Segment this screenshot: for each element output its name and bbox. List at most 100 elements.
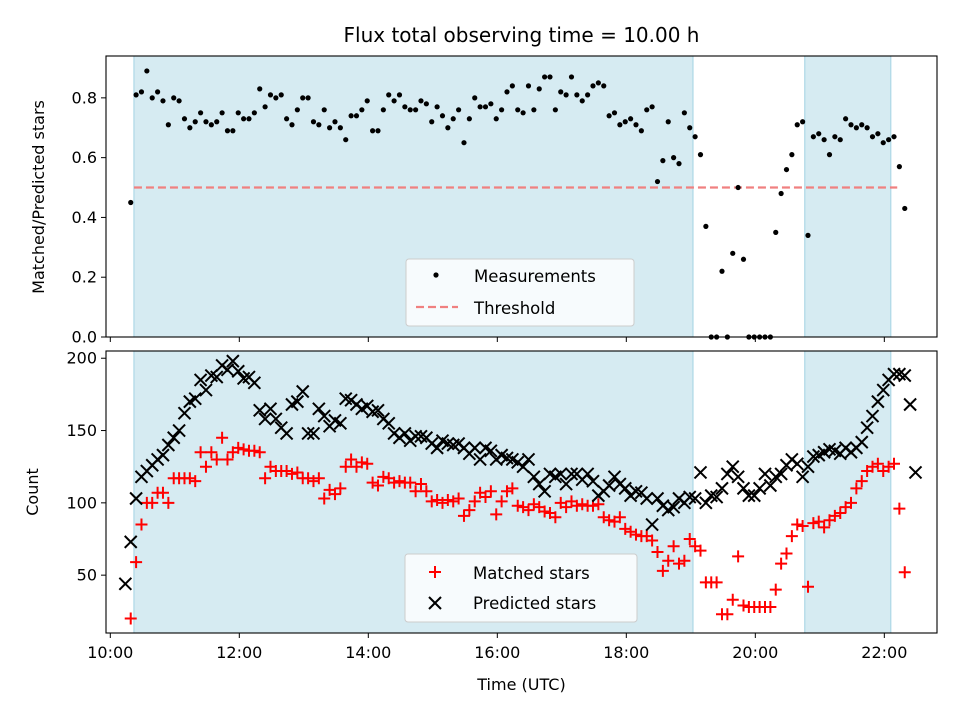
matched-star-point xyxy=(457,509,470,522)
matched-star-point xyxy=(769,583,782,596)
predicted-star-point xyxy=(532,477,546,491)
x-tick-label: 20:00 xyxy=(732,643,778,662)
measurement-point xyxy=(660,158,666,164)
matched-star-point xyxy=(898,566,911,579)
measurement-point xyxy=(445,125,451,131)
matched-star-point xyxy=(844,496,857,509)
measurement-point xyxy=(418,98,424,104)
predicted-star-point xyxy=(279,426,294,441)
legend-predicted-label: Predicted stars xyxy=(473,594,596,613)
top-y-tick-label: 0.2 xyxy=(72,268,97,287)
measurement-point xyxy=(789,152,795,158)
matched-star-point xyxy=(280,465,293,478)
predicted-star-point xyxy=(855,435,869,449)
matched-star-point xyxy=(576,498,589,511)
predicted-star-point xyxy=(312,402,326,416)
predicted-star-point xyxy=(124,535,138,549)
measurement-point xyxy=(251,110,257,116)
predicted-star-point xyxy=(908,465,923,480)
predicted-star-point xyxy=(876,383,890,397)
top-y-tick-label: 0.6 xyxy=(72,148,97,167)
measurement-point xyxy=(649,104,655,110)
matched-star-point xyxy=(441,493,454,506)
predicted-star-point xyxy=(715,481,729,496)
matched-star-point xyxy=(221,453,234,466)
measurement-point xyxy=(606,113,612,119)
predicted-star-point xyxy=(887,367,901,381)
measurement-point xyxy=(359,107,365,113)
measurement-point xyxy=(848,122,854,128)
measurement-point xyxy=(257,86,263,92)
measurement-point xyxy=(128,199,134,206)
predicted-star-point xyxy=(258,412,272,426)
matched-star-point xyxy=(710,576,723,589)
matched-star-point xyxy=(683,533,696,545)
bottom-y-tick-label: 200 xyxy=(66,349,97,368)
measurement-point xyxy=(488,101,494,107)
measurement-point xyxy=(902,205,908,212)
measurement-point xyxy=(552,107,558,113)
matched-star-point xyxy=(721,608,734,621)
predicted-star-point xyxy=(167,431,181,445)
matched-star-point xyxy=(302,472,315,485)
measurement-point xyxy=(681,110,687,116)
measurement-point xyxy=(617,122,623,128)
measurement-point xyxy=(208,122,214,128)
measurement-point xyxy=(402,104,408,110)
matched-star-point xyxy=(882,460,895,473)
matched-star-point xyxy=(549,511,562,524)
bottom-legend: Matched stars Predicted stars xyxy=(404,553,638,623)
matched-star-point xyxy=(737,599,750,612)
bottom-y-axis-label: Count xyxy=(23,468,42,516)
predicted-star-point xyxy=(699,496,713,510)
measurement-point xyxy=(439,113,446,119)
measurement-point xyxy=(461,140,467,146)
predicted-star-point xyxy=(408,429,423,444)
measurement-point xyxy=(337,125,343,131)
matched-star-point xyxy=(452,492,465,505)
predicted-star-point xyxy=(333,416,348,431)
predicted-star-point xyxy=(559,477,573,491)
measurement-point xyxy=(235,110,241,116)
measurement-point xyxy=(396,92,403,98)
matched-star-point xyxy=(619,522,632,535)
measurement-point xyxy=(579,98,585,104)
matched-star-point xyxy=(678,554,691,567)
predicted-star-point xyxy=(398,426,412,441)
matched-star-point xyxy=(237,443,250,456)
bottom-y-tick-label: 150 xyxy=(66,421,97,440)
matched-star-point xyxy=(124,612,137,625)
measurement-point xyxy=(160,98,166,104)
measurement-point xyxy=(133,92,139,98)
bottom-legend-frame xyxy=(404,553,638,623)
matched-star-point xyxy=(216,431,229,444)
measurement-point xyxy=(138,89,145,95)
matched-star-point xyxy=(436,496,449,509)
measurement-point xyxy=(144,68,150,74)
predicted-star-point xyxy=(484,444,498,458)
matched-star-point xyxy=(871,457,884,470)
predicted-star-point xyxy=(430,441,444,455)
matched-star-point xyxy=(355,456,368,469)
matched-star-point xyxy=(189,475,202,488)
legend-matched-label: Matched stars xyxy=(473,564,590,583)
matched-star-point xyxy=(404,476,417,489)
predicted-star-point xyxy=(860,420,874,435)
matched-star-point xyxy=(694,544,707,557)
measurement-point xyxy=(563,92,569,98)
measurement-point xyxy=(832,134,838,140)
measurement-point xyxy=(472,95,478,101)
matched-star-point xyxy=(818,521,831,534)
matched-star-point xyxy=(463,504,476,517)
matched-star-point xyxy=(393,475,406,488)
predicted-star-point xyxy=(177,406,192,420)
matched-star-point xyxy=(807,517,820,530)
predicted-star-point xyxy=(752,481,767,496)
predicted-star-point xyxy=(269,412,283,426)
measurement-point xyxy=(735,184,741,191)
predicted-star-point xyxy=(301,426,315,441)
shaded-region xyxy=(804,351,891,633)
matched-star-point xyxy=(791,518,804,531)
predicted-star-point xyxy=(607,470,622,484)
matched-star-point xyxy=(570,499,583,512)
